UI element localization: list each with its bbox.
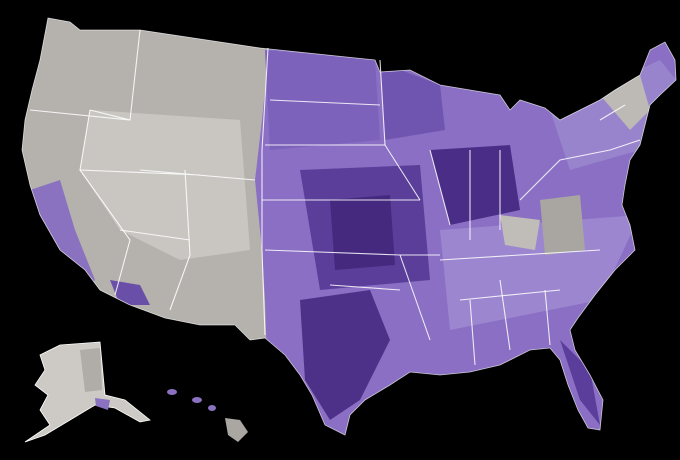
border — [29, 29, 256, 181]
northern-plains — [265, 50, 380, 150]
california-coast — [30, 180, 95, 290]
alaska-interior — [80, 348, 102, 392]
border — [262, 99, 440, 256]
virginia-gray — [540, 195, 585, 255]
alaska — [24, 341, 151, 443]
island — [192, 397, 202, 403]
border — [79, 169, 191, 311]
alaska-south — [95, 398, 110, 410]
midwest-core — [430, 145, 520, 225]
state-borders — [29, 29, 641, 366]
border — [599, 104, 641, 151]
hawaii — [167, 389, 248, 442]
appalachia-gray — [500, 215, 540, 250]
alaska-shape — [24, 341, 151, 443]
florida-south — [560, 340, 600, 425]
kansas-core — [330, 195, 395, 270]
island — [167, 389, 177, 395]
arizona-south — [110, 280, 150, 305]
border — [329, 59, 431, 341]
big-island — [225, 418, 248, 442]
northeast — [550, 60, 676, 170]
great-basin — [80, 110, 250, 260]
island — [208, 405, 216, 411]
border — [429, 149, 601, 301]
minnesota — [380, 62, 445, 140]
texas-core — [300, 290, 390, 420]
border — [469, 149, 611, 366]
